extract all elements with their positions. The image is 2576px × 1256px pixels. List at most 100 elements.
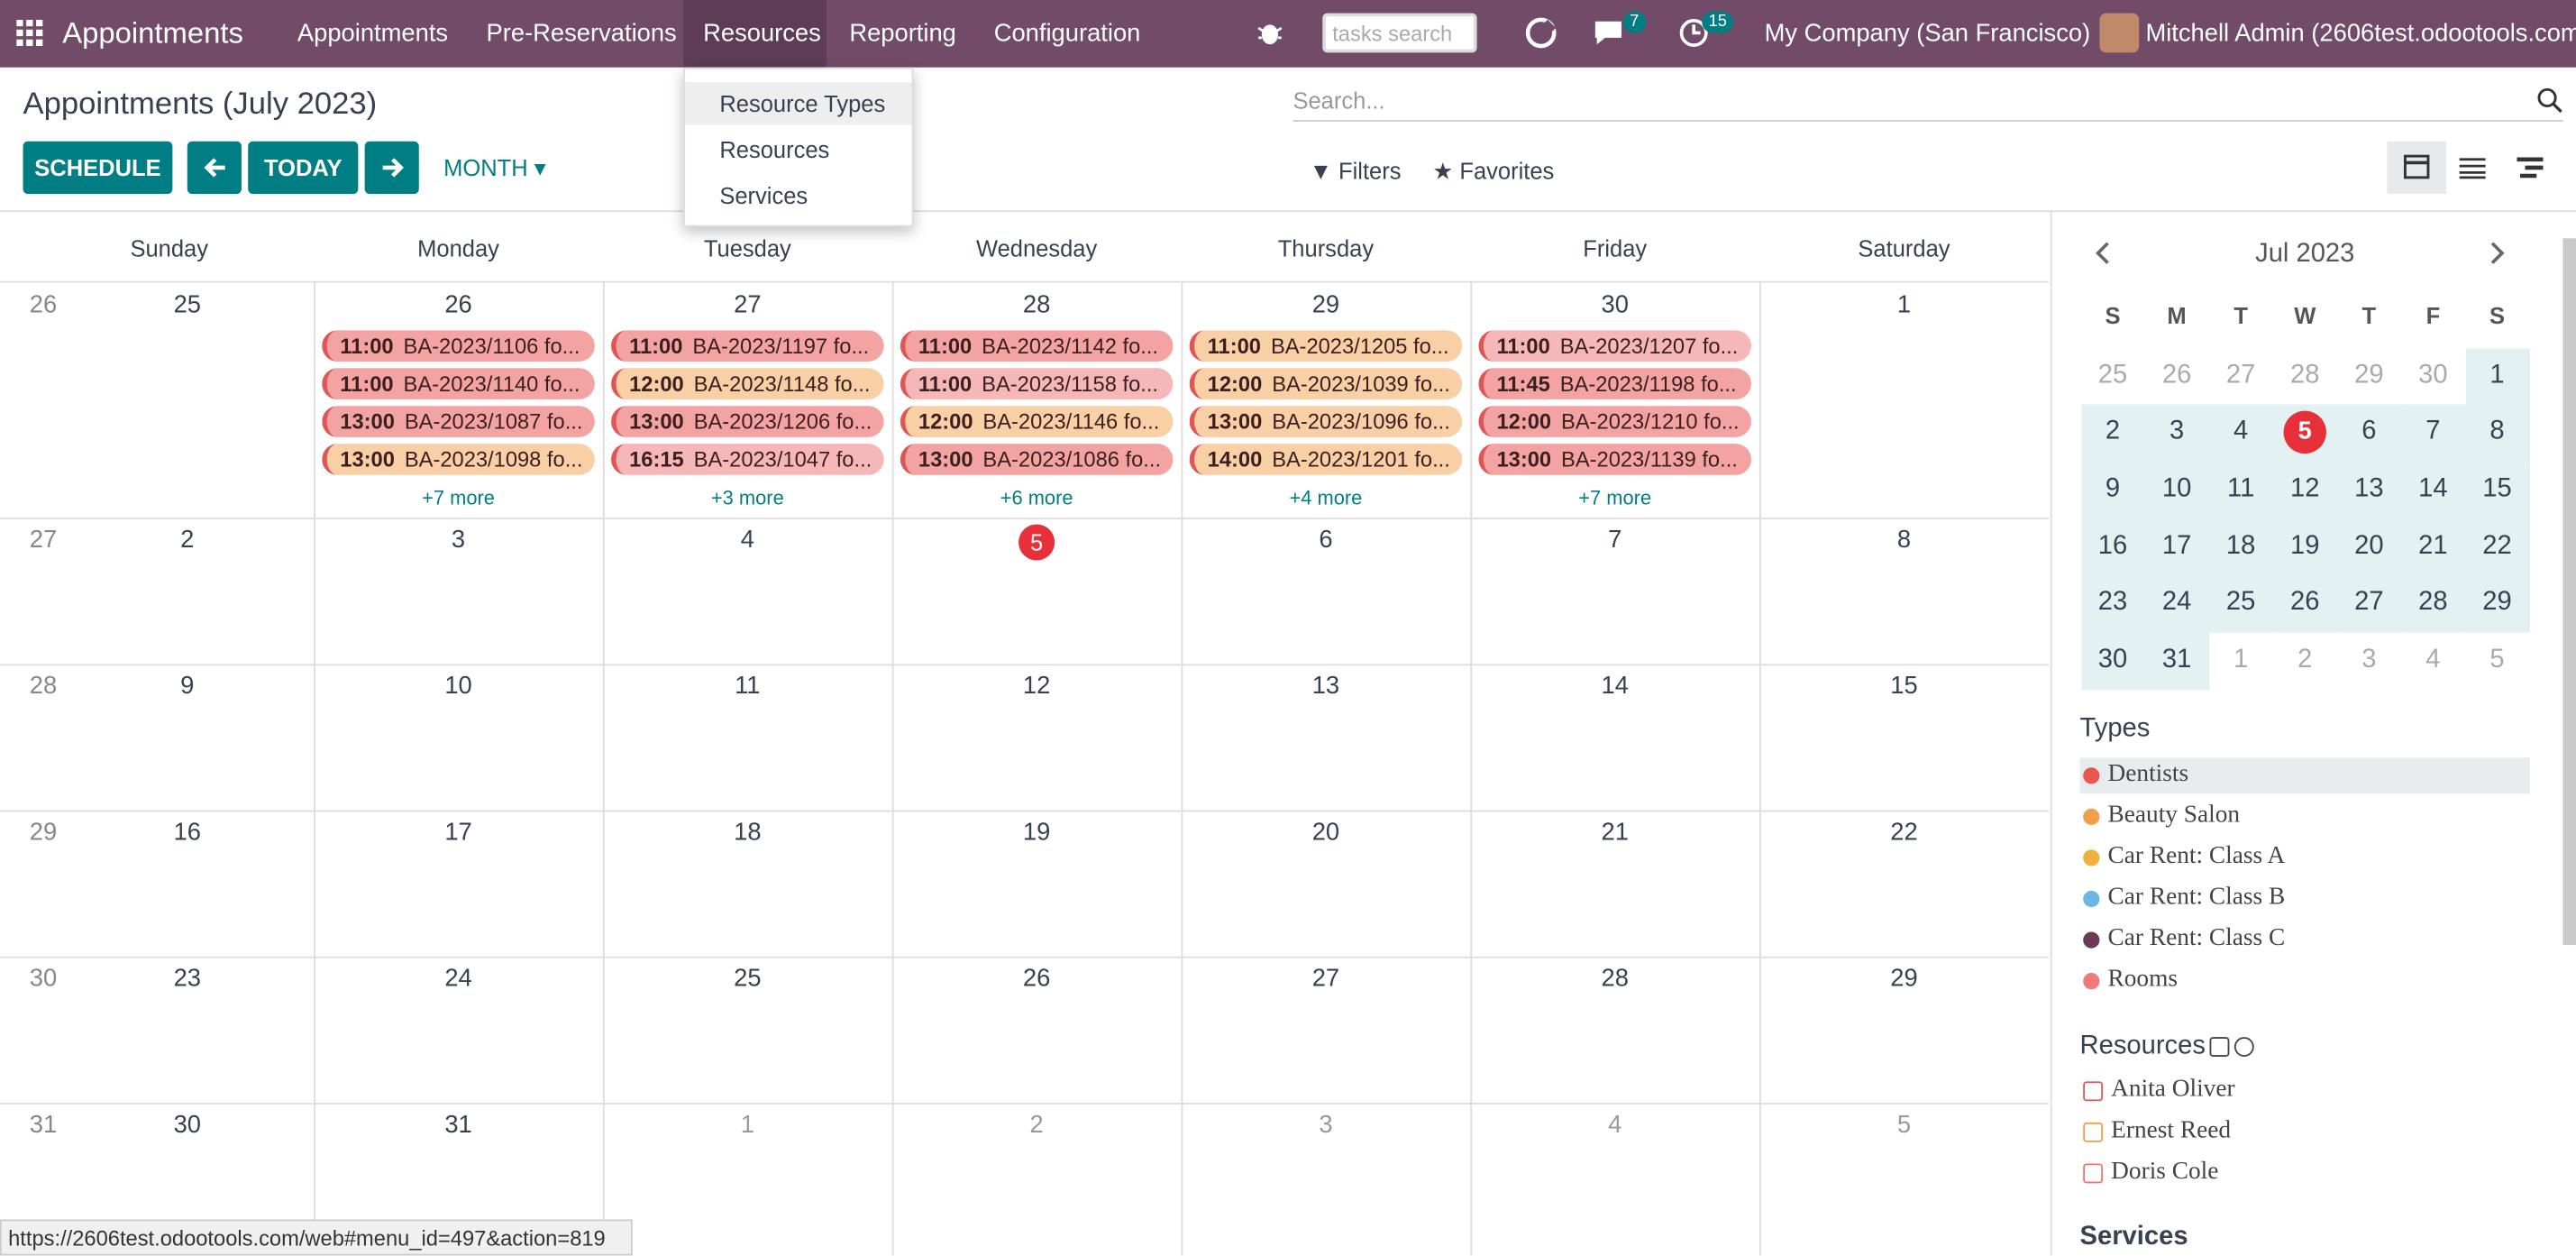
mini-day[interactable]: 13 <box>2354 474 2384 503</box>
mini-title[interactable]: Jul 2023 <box>2255 240 2355 269</box>
gantt-view-button[interactable] <box>2517 156 2544 179</box>
type-name[interactable]: Car Rent: Class B <box>2107 884 2286 911</box>
mini-day[interactable]: 15 <box>2482 474 2512 503</box>
clear-icon[interactable] <box>2233 1037 2254 1057</box>
mini-day[interactable]: 6 <box>2361 417 2377 445</box>
event[interactable]: 12:00 BA-2023/1148 fo... <box>611 368 884 399</box>
mini-day[interactable]: 19 <box>2290 532 2320 561</box>
mini-day[interactable]: 25 <box>2225 588 2256 617</box>
mini-day[interactable]: 24 <box>2161 588 2192 617</box>
resource-checkbox[interactable] <box>2083 1163 2104 1184</box>
event[interactable]: 12:00 BA-2023/1210 fo... <box>1478 406 1751 437</box>
user[interactable]: Mitchell Admin (2606test.odootools.com) <box>2145 19 2576 48</box>
event[interactable]: 11:45 BA-2023/1198 fo... <box>1478 368 1751 399</box>
type-name[interactable]: Car Rent: Class A <box>2107 843 2286 870</box>
event[interactable]: 11:00 BA-2023/1142 fo... <box>900 330 1174 362</box>
menu-item[interactable]: Appointments <box>297 19 449 48</box>
menu-item[interactable]: Configuration <box>993 19 1141 48</box>
mini-day[interactable]: 26 <box>2290 588 2320 617</box>
mini-day[interactable]: 1 <box>2233 646 2249 674</box>
event[interactable]: 13:00 BA-2023/1206 fo... <box>611 406 884 437</box>
event[interactable]: 13:00 BA-2023/1096 fo... <box>1189 406 1463 437</box>
mini-day[interactable]: 17 <box>2161 532 2192 561</box>
event[interactable]: 13:00 BA-2023/1098 fo... <box>322 444 595 475</box>
apps-icon[interactable] <box>16 19 43 47</box>
mini-day[interactable]: 5 <box>2283 410 2326 454</box>
mini-day[interactable]: 1 <box>2489 361 2505 390</box>
more-link[interactable]: +7 more <box>422 486 495 510</box>
type-name[interactable]: Car Rent: Class C <box>2107 925 2286 952</box>
favorites-button[interactable]: ★ Favorites <box>1432 157 1555 185</box>
menu-item[interactable]: Pre-Reservations <box>486 19 677 48</box>
type-name[interactable]: Rooms <box>2107 966 2179 993</box>
mini-day[interactable]: 23 <box>2097 588 2128 617</box>
search-icon[interactable] <box>2536 87 2562 114</box>
mini-day[interactable]: 30 <box>2418 361 2448 390</box>
event[interactable]: 13:00 BA-2023/1087 fo... <box>322 406 595 437</box>
event[interactable]: 11:00 BA-2023/1205 fo... <box>1189 330 1463 362</box>
app-name[interactable]: Appointments <box>62 16 243 50</box>
mini-day[interactable]: 27 <box>2354 588 2384 617</box>
scale-button[interactable]: MONTH ▾ <box>443 154 546 181</box>
mini-prev[interactable] <box>2093 242 2113 265</box>
mini-day[interactable]: 2 <box>2297 646 2313 674</box>
mini-day[interactable]: 5 <box>2489 646 2505 674</box>
mini-day[interactable]: 10 <box>2161 474 2192 503</box>
mini-day[interactable]: 7 <box>2425 417 2441 445</box>
mini-day[interactable]: 3 <box>2169 417 2185 445</box>
event[interactable]: 12:00 BA-2023/1039 fo... <box>1189 368 1463 399</box>
select-all-icon[interactable] <box>2209 1037 2230 1057</box>
event[interactable]: 13:00 BA-2023/1139 fo... <box>1478 444 1751 475</box>
dropdown-item[interactable]: Services <box>719 182 808 209</box>
resource-name[interactable]: Doris Cole <box>2111 1159 2219 1186</box>
calendar-view-button[interactable] <box>2387 141 2447 195</box>
event[interactable]: 11:00 BA-2023/1197 fo... <box>611 330 884 362</box>
event[interactable]: 11:00 BA-2023/1207 fo... <box>1478 330 1751 362</box>
event[interactable]: 11:00 BA-2023/1106 fo... <box>322 330 595 362</box>
schedule-button[interactable]: SCHEDULE <box>23 141 173 195</box>
mini-day[interactable]: 31 <box>2161 646 2192 674</box>
mini-day[interactable]: 28 <box>2418 588 2448 617</box>
filters-button[interactable]: ▼ Filters <box>1309 157 1402 185</box>
mini-day[interactable]: 3 <box>2361 646 2377 674</box>
prev-button[interactable] <box>187 141 242 195</box>
mini-day[interactable]: 22 <box>2482 532 2512 561</box>
mini-day[interactable]: 16 <box>2097 532 2128 561</box>
event[interactable]: 11:00 BA-2023/1140 fo... <box>322 368 595 399</box>
event[interactable]: 12:00 BA-2023/1146 fo... <box>900 406 1174 437</box>
dropdown-item[interactable]: Resource Types <box>719 90 886 117</box>
mini-day[interactable]: 21 <box>2418 532 2448 561</box>
more-link[interactable]: +4 more <box>1289 486 1363 510</box>
more-link[interactable]: +3 more <box>710 486 784 510</box>
mini-day[interactable]: 25 <box>2097 361 2128 390</box>
mini-day[interactable]: 14 <box>2418 474 2448 503</box>
next-button[interactable] <box>364 141 419 195</box>
mini-day[interactable]: 29 <box>2354 361 2384 390</box>
activities-icon[interactable] <box>1677 16 1710 49</box>
search-input[interactable]: Search... <box>1293 82 2563 122</box>
avatar[interactable] <box>2099 13 2140 53</box>
debug-icon[interactable] <box>1256 18 1285 48</box>
event[interactable]: 14:00 BA-2023/1201 fo... <box>1189 444 1463 475</box>
tasks-search[interactable]: tasks search <box>1322 13 1477 53</box>
mini-day[interactable]: 20 <box>2354 532 2384 561</box>
mini-day[interactable]: 27 <box>2225 361 2256 390</box>
mini-day[interactable]: 2 <box>2105 417 2121 445</box>
mini-day[interactable]: 29 <box>2482 588 2512 617</box>
mini-day[interactable]: 8 <box>2489 417 2505 445</box>
company[interactable]: My Company (San Francisco) <box>1764 19 2091 48</box>
menu-item[interactable]: Resources <box>703 19 821 48</box>
today-button[interactable]: TODAY <box>248 141 359 195</box>
type-name[interactable]: Dentists <box>2107 760 2189 788</box>
mini-day[interactable]: 9 <box>2105 474 2121 503</box>
discuss-icon[interactable] <box>1523 14 1559 50</box>
event[interactable]: 11:00 BA-2023/1158 fo... <box>900 368 1174 399</box>
messages-icon[interactable] <box>1592 16 1628 49</box>
resource-name[interactable]: Anita Oliver <box>2111 1076 2235 1104</box>
mini-day[interactable]: 4 <box>2233 417 2249 445</box>
dropdown-item[interactable]: Resources <box>719 136 830 163</box>
mini-day[interactable]: 12 <box>2290 474 2320 503</box>
mini-day[interactable]: 11 <box>2227 474 2255 503</box>
resource-checkbox[interactable] <box>2083 1081 2104 1102</box>
mini-day[interactable]: 26 <box>2161 361 2192 390</box>
